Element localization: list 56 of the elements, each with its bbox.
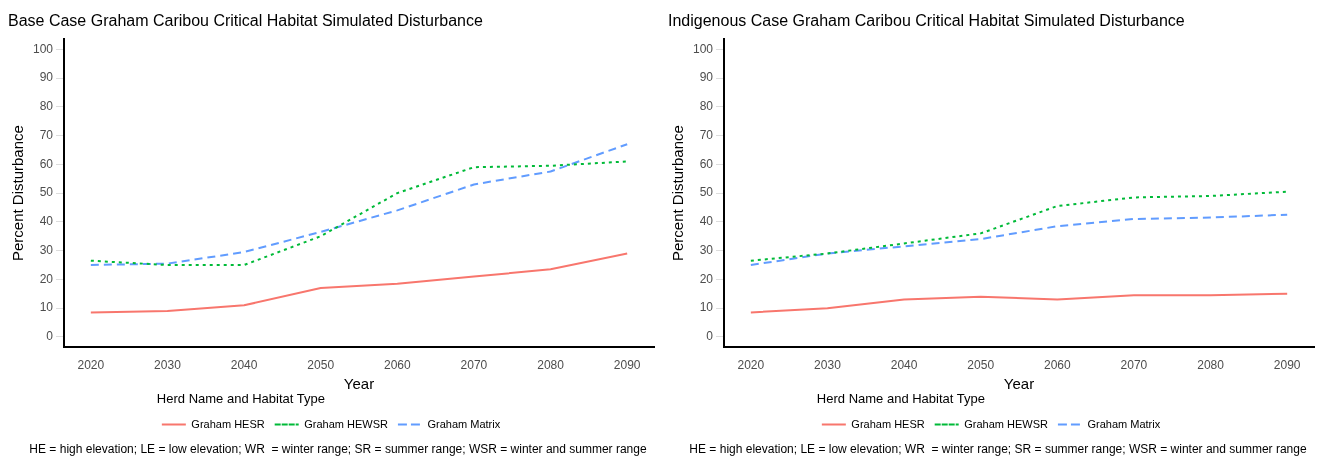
x-tick-label: 2070 [1120, 357, 1148, 372]
y-tick-label: 90 [39, 70, 54, 85]
y-tick-label: 10 [39, 300, 54, 315]
y-tick-label: 40 [699, 214, 714, 229]
line-series [749, 190, 1289, 262]
x-tick-label: 2090 [613, 357, 641, 372]
y-tick-label: 80 [699, 99, 714, 114]
line-series [749, 213, 1289, 267]
legend-label: Graham Matrix [1087, 417, 1161, 430]
x-tick-label: 2030 [154, 357, 182, 372]
y-tick-label: 30 [39, 242, 54, 257]
y-tick-label: 10 [699, 300, 714, 315]
y-tick-label: 20 [39, 271, 54, 286]
x-tick-label: 2080 [537, 357, 565, 372]
y-axis-title: Percent Disturbance [669, 125, 687, 262]
x-tick-label: 2060 [1043, 357, 1071, 372]
x-axis-title: Year [1003, 374, 1035, 392]
y-tick-label: 80 [39, 99, 54, 114]
y-tick-label: 50 [699, 185, 714, 200]
x-tick-label: 2070 [460, 357, 488, 372]
x-tick-label: 2020 [77, 357, 105, 372]
x-tick-label: 2060 [383, 357, 411, 372]
x-tick-label: 2040 [890, 357, 918, 372]
y-tick-label: 100 [692, 41, 714, 56]
legend-label: Graham HEWSR [964, 417, 1048, 430]
x-tick-label: 2080 [1197, 357, 1225, 372]
y-tick-label: 40 [39, 214, 54, 229]
x-tick-label: 2030 [814, 357, 842, 372]
chart-title: Indigenous Case Graham Caribou Critical Habitat Simulated Disturbance [668, 12, 1185, 30]
y-axis-title: Percent Disturbance [9, 125, 27, 262]
chart-title: Base Case Graham Caribou Critical Habitat Simulated Disturbance [8, 12, 483, 30]
y-tick-label: 50 [39, 185, 54, 200]
y-tick-label: 0 [46, 329, 54, 344]
y-tick-label: 90 [699, 70, 714, 85]
y-tick-label: 30 [699, 242, 714, 257]
legend-title: Herd Name and Habitat Type [156, 391, 325, 407]
x-tick-label: 2050 [307, 357, 335, 372]
y-tick-label: 60 [699, 156, 714, 171]
x-axis-title: Year [343, 374, 375, 392]
y-tick-label: 60 [39, 156, 54, 171]
legend-label: Graham HESR [191, 417, 265, 430]
x-tick-label: 2040 [230, 357, 258, 372]
legend-label: Graham Matrix [427, 417, 501, 430]
x-tick-label: 2050 [967, 357, 995, 372]
x-tick-label: 2020 [737, 357, 765, 372]
y-tick-label: 100 [32, 41, 54, 56]
text: HE = high elevation; LE = low elevation; WR = winter range; SR = summer range; WSR = winter and summer range [29, 442, 647, 456]
legend-title: Herd Name and Habitat Type [816, 391, 985, 407]
legend-label: Graham HEWSR [304, 417, 388, 430]
y-tick-label: 20 [699, 271, 714, 286]
y-tick-label: 70 [39, 127, 54, 142]
y-tick-label: 0 [706, 329, 714, 344]
legend-label: Graham HESR [851, 417, 925, 430]
text: HE = high elevation; LE = low elevation; WR = winter range; SR = summer range; WSR = winter and summer range [689, 442, 1307, 456]
y-tick-label: 70 [699, 127, 714, 142]
x-tick-label: 2090 [1273, 357, 1301, 372]
